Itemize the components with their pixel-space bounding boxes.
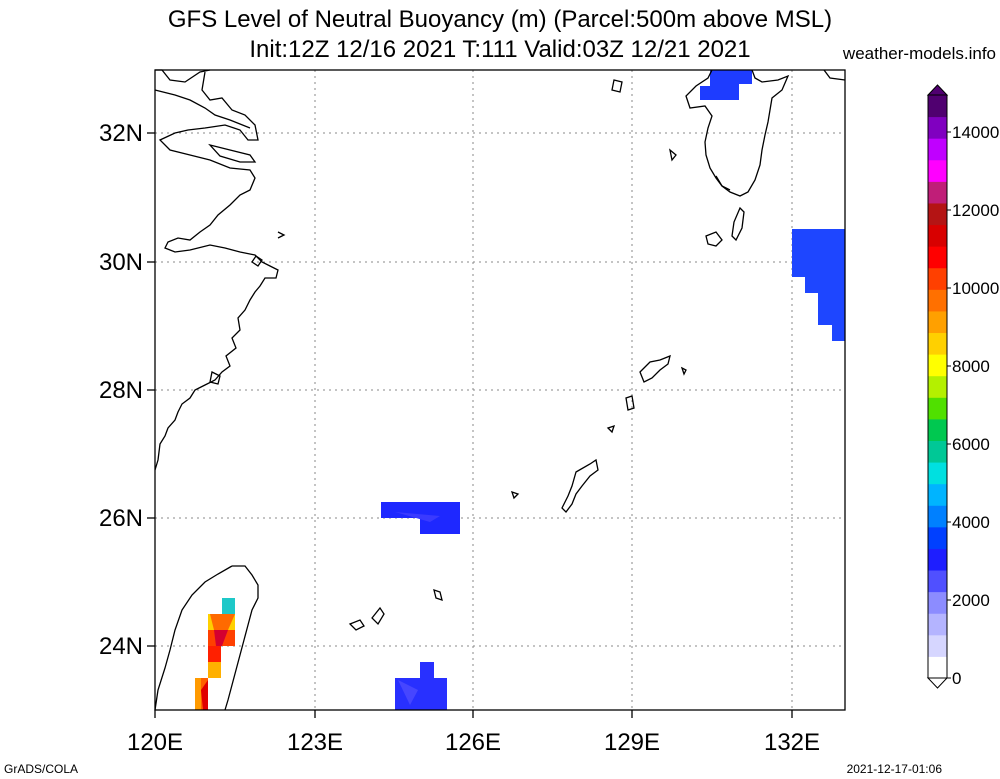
lat-label: 30N bbox=[99, 249, 143, 276]
colorbar-segment bbox=[928, 116, 947, 139]
colorbar-segment bbox=[928, 634, 947, 657]
colorbar bbox=[926, 84, 951, 689]
coastline-tokunoshima bbox=[625, 395, 635, 411]
coastline-miyako bbox=[348, 619, 365, 631]
coastline-amami bbox=[639, 354, 671, 383]
lon-label: 123E bbox=[287, 729, 343, 756]
colorbar-segment bbox=[928, 462, 947, 485]
colorbar-segment bbox=[928, 548, 947, 571]
shaded-fields bbox=[195, 70, 845, 710]
lon-label: 120E bbox=[127, 729, 183, 756]
colorbar-segment bbox=[928, 138, 947, 161]
axis-labels: 120E 123E 126E 129E 132E 32N 30N 28N 26N… bbox=[99, 120, 820, 756]
lat-label: 28N bbox=[99, 377, 143, 404]
coastline-kyushu bbox=[685, 69, 790, 197]
lon-label: 129E bbox=[604, 729, 660, 756]
lon-label: 132E bbox=[764, 729, 820, 756]
colorbar-segment bbox=[928, 418, 947, 441]
coastline-shikoku bbox=[823, 69, 846, 81]
colorbar-segment bbox=[928, 181, 947, 204]
coastline-china bbox=[154, 69, 279, 471]
shaded-region-26n-core bbox=[395, 512, 440, 522]
axis-ticks bbox=[147, 132, 793, 718]
coastline-lake bbox=[208, 143, 257, 163]
colorbar-segment bbox=[928, 613, 947, 636]
colorbar-segment bbox=[928, 526, 947, 549]
colorbar-label: 8000 bbox=[952, 357, 990, 376]
colorbar-segment bbox=[928, 332, 947, 355]
coastline-islet-f bbox=[510, 490, 520, 500]
colorbar-top-arrow bbox=[926, 84, 949, 96]
colorbar-label: 6000 bbox=[952, 435, 990, 454]
shaded-region-east bbox=[792, 229, 845, 341]
lon-label: 126E bbox=[445, 729, 501, 756]
colorbar-segment bbox=[928, 505, 947, 528]
site-label: weather-models.info bbox=[842, 44, 996, 63]
coastline-islet-g bbox=[433, 589, 443, 601]
shaded-region-south-core bbox=[398, 680, 418, 705]
colorbar-segment bbox=[928, 289, 947, 312]
colorbar-segment bbox=[928, 159, 947, 182]
colorbar-segment bbox=[928, 202, 947, 226]
coastline-islet-a bbox=[277, 231, 286, 239]
colorbar-label: 4000 bbox=[952, 513, 990, 532]
coastline-taiwan bbox=[154, 565, 259, 711]
grid-lines bbox=[155, 70, 845, 710]
coastline-islet-e bbox=[680, 366, 687, 376]
colorbar-segment bbox=[928, 656, 947, 679]
colorbar-segment bbox=[928, 375, 947, 398]
colorbar-labels: 14000 12000 10000 8000 6000 4000 2000 0 bbox=[952, 123, 999, 688]
colorbar-outline bbox=[927, 94, 948, 679]
map-subtitle: Init:12Z 12/16 2021 T:111 Valid:03Z 12/2… bbox=[249, 36, 751, 63]
shaded-region-kyushu bbox=[700, 70, 752, 100]
coastline-kagoshima bbox=[715, 175, 731, 191]
colorbar-segment bbox=[928, 440, 947, 463]
colorbar-segment bbox=[928, 591, 947, 614]
coastline-islet-d bbox=[669, 148, 677, 162]
colorbar-label: 14000 bbox=[952, 123, 999, 142]
colorbar-segment bbox=[928, 267, 947, 290]
coastline-tanegashima bbox=[731, 206, 745, 242]
colorbar-segment bbox=[928, 310, 947, 334]
coastline-okinoerabu bbox=[606, 424, 616, 434]
colorbar-segment bbox=[928, 224, 947, 247]
colorbar-segment bbox=[928, 397, 947, 420]
colorbar-label: 0 bbox=[952, 669, 961, 688]
lat-label: 24N bbox=[99, 633, 143, 660]
shaded-region-taiwan bbox=[195, 598, 235, 710]
colorbar-segment bbox=[928, 246, 947, 269]
colorbar-label: 2000 bbox=[952, 591, 990, 610]
coastline-ishigaki bbox=[371, 606, 385, 626]
colorbar-segment bbox=[928, 570, 947, 593]
colorbar-segment bbox=[928, 354, 947, 377]
coastline-yangtze bbox=[154, 89, 251, 129]
coastlines bbox=[154, 69, 846, 711]
colorbar-segment bbox=[928, 95, 947, 118]
lat-label: 32N bbox=[99, 120, 143, 147]
colorbar-label: 12000 bbox=[952, 201, 999, 220]
colorbar-segment bbox=[928, 483, 947, 506]
coastline-goto bbox=[611, 79, 623, 93]
coastline-islet-b bbox=[251, 255, 263, 267]
coastline-islet-c bbox=[209, 371, 221, 385]
lat-label: 26N bbox=[99, 505, 143, 532]
footer-timestamp: 2021-12-17-01:06 bbox=[846, 762, 942, 776]
coastline-okinawa bbox=[561, 458, 599, 513]
colorbar-bottom-arrow bbox=[926, 677, 949, 689]
map-title: GFS Level of Neutral Buoyancy (m) (Parce… bbox=[167, 6, 833, 33]
coastline-yakushima bbox=[705, 231, 723, 247]
colorbar-label: 10000 bbox=[952, 279, 999, 298]
footer-credit: GrADS/COLA bbox=[4, 762, 79, 776]
